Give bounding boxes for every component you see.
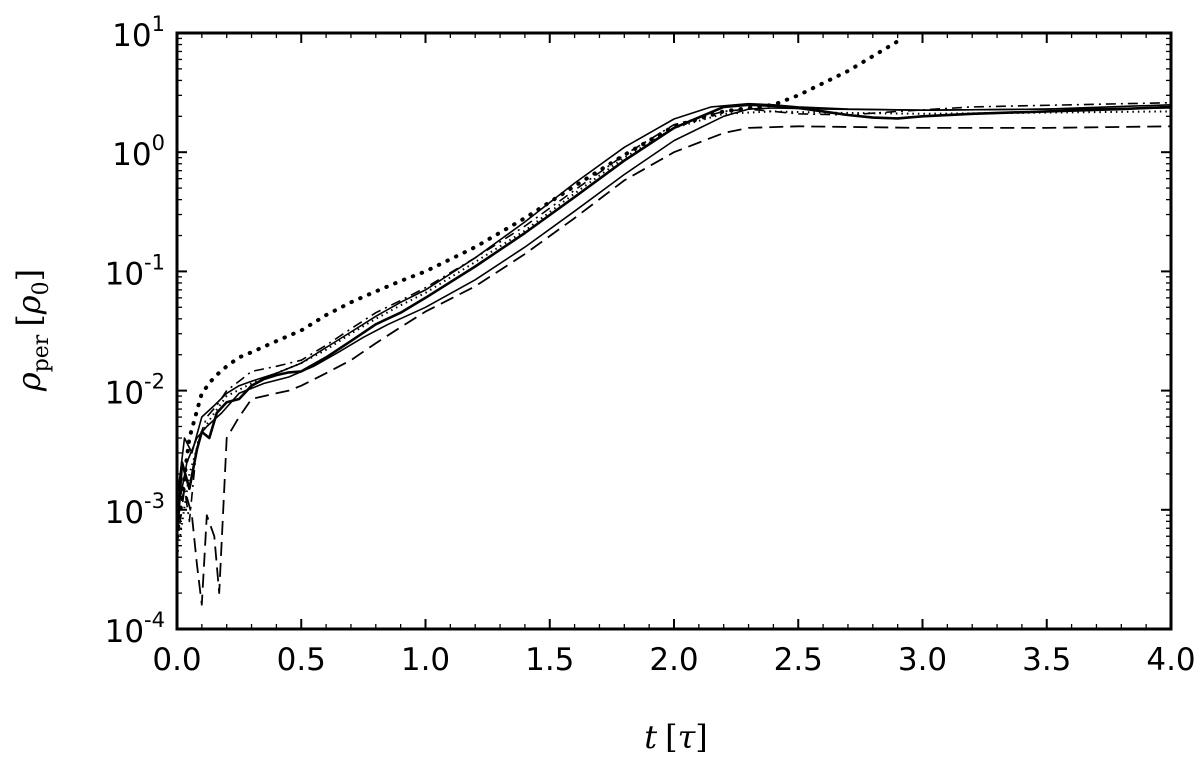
tick-marks (176, 32, 1172, 630)
x-axis-label: t [τ] (644, 718, 708, 756)
series-line-6 (177, 39, 900, 539)
x-tick-label: 4.0 (1146, 642, 1195, 678)
series-line-4 (177, 125, 1171, 606)
x-tick-label: 1.0 (401, 642, 450, 678)
series-line-7 (177, 110, 1171, 558)
x-tick-label: 0.0 (152, 642, 201, 678)
x-tick-labels: 0.0 0.5 1.0 1.5 2.0 2.5 3.0 3.5 4.0 (152, 642, 1195, 678)
x-tick-label: 3.5 (1022, 642, 1071, 678)
y-tick-label: 101 (112, 12, 165, 54)
x-tick-label: 0.5 (277, 642, 326, 678)
y-tick-label: 10-3 (105, 489, 165, 531)
series-line-1 (177, 103, 1171, 537)
series-group (177, 39, 1171, 606)
plot-frame (175, 31, 1173, 631)
series-line-2 (177, 102, 1171, 501)
y-tick-label: 10-4 (105, 608, 165, 650)
y-tick-labels: 10-4 10-3 10-2 10-1 100 101 (105, 12, 165, 650)
y-tick-label: 100 (112, 131, 165, 173)
y-tick-label: 10-1 (105, 250, 165, 292)
y-tick-label: 10-2 (105, 370, 165, 412)
x-tick-label: 2.5 (774, 642, 823, 678)
x-tick-label: 2.0 (649, 642, 698, 678)
x-tick-label: 3.0 (898, 642, 947, 678)
x-tick-label: 1.5 (525, 642, 574, 678)
y-axis-label: ρper[ρ0] (10, 269, 54, 392)
series-line-3 (177, 107, 1171, 516)
series-line-5 (177, 101, 1171, 546)
